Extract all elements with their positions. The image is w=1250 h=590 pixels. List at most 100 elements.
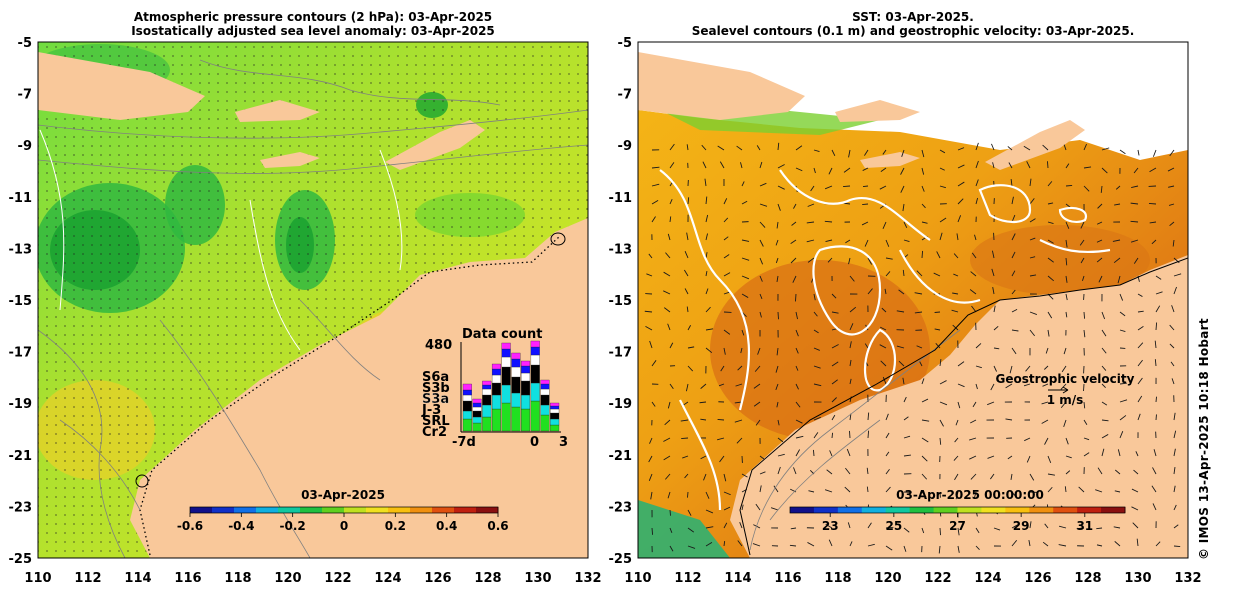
velocity-vector xyxy=(1042,541,1049,547)
velocity-vector xyxy=(776,275,779,283)
velocity-vector xyxy=(651,183,660,187)
velocity-vector xyxy=(970,473,977,480)
velocity-vector xyxy=(1119,415,1127,421)
velocity-vector xyxy=(903,416,909,421)
colorbar-swatch xyxy=(234,507,257,513)
velocity-vector xyxy=(1172,239,1175,247)
velocity-vector xyxy=(723,473,727,482)
velocity-vector xyxy=(680,419,689,422)
velocity-vector xyxy=(921,491,927,498)
velocity-vector xyxy=(957,545,960,553)
velocity-vector xyxy=(882,221,887,230)
velocity-vector xyxy=(705,491,710,499)
velocity-vector xyxy=(1170,361,1175,367)
velocity-vector xyxy=(702,161,707,169)
velocity-vector xyxy=(663,455,671,461)
velocity-vector xyxy=(753,383,761,389)
velocity-vector xyxy=(849,430,851,439)
velocity-vector xyxy=(735,383,743,387)
velocity-vector xyxy=(1047,329,1050,337)
velocity-vector xyxy=(1011,523,1019,529)
velocity-vector xyxy=(902,377,905,385)
velocity-vector xyxy=(773,485,779,493)
colorbar-swatch xyxy=(837,507,863,513)
velocity-vector xyxy=(813,293,816,301)
velocity-vector xyxy=(1011,289,1016,295)
velocity-vector xyxy=(752,543,761,547)
velocity-vector xyxy=(1065,437,1069,445)
velocity-vector xyxy=(826,469,833,475)
colorbar-tick-label: 23 xyxy=(822,519,839,533)
velocity-vector xyxy=(957,164,965,169)
velocity-vector xyxy=(831,149,836,156)
left-white-contours xyxy=(39,129,403,351)
velocity-vector xyxy=(1155,291,1163,295)
velocity-vector xyxy=(1137,342,1144,349)
velocity-vector xyxy=(813,329,819,334)
velocity-vector xyxy=(1011,347,1017,355)
velocity-vector xyxy=(1137,377,1143,385)
colorbar-swatch xyxy=(790,507,815,513)
velocity-vector xyxy=(790,257,797,264)
velocity-vector xyxy=(1024,437,1031,442)
y-tick-label: -23 xyxy=(609,500,633,515)
velocity-vector xyxy=(1148,202,1157,205)
inset-satellite-label: S3b xyxy=(422,381,450,396)
velocity-vector xyxy=(645,325,653,331)
velocity-vector xyxy=(1151,485,1157,493)
velocity-vector xyxy=(975,343,982,349)
velocity-vector xyxy=(1010,179,1013,187)
velocity-vector xyxy=(973,491,977,500)
velocity-vector xyxy=(879,185,887,190)
velocity-vector xyxy=(736,145,743,151)
velocity-vector xyxy=(866,467,869,475)
velocity-vector xyxy=(1026,161,1031,169)
velocity-vector xyxy=(1095,489,1103,493)
velocity-vector xyxy=(775,239,779,246)
velocity-vector xyxy=(669,545,674,552)
velocity-vector xyxy=(1131,488,1139,493)
velocity-vector xyxy=(975,197,979,205)
velocity-vector xyxy=(1042,144,1049,151)
y-tick-label: -13 xyxy=(9,242,33,257)
velocity-vector xyxy=(1029,329,1036,337)
velocity-vector xyxy=(705,196,708,205)
velocity-vector xyxy=(921,149,925,158)
imos-credit: © IMOS 13-Apr-2025 10:18 Hobart xyxy=(1197,318,1211,560)
velocity-vector xyxy=(848,149,851,158)
velocity-vector xyxy=(806,239,815,243)
inset-satellite-label: J-3 xyxy=(421,403,441,418)
velocity-vector xyxy=(954,437,959,443)
velocity-vector xyxy=(1101,401,1108,406)
inset-bar-segment xyxy=(540,404,550,416)
velocity-vector xyxy=(777,164,785,169)
inset-bar-segment xyxy=(462,389,472,396)
right-land-java xyxy=(638,52,805,120)
velocity-vector xyxy=(759,471,766,475)
velocity-vector xyxy=(935,343,941,349)
velocity-vector xyxy=(741,257,750,261)
right-colorbar-ticks: 23 25 27 29 31 xyxy=(822,513,1093,533)
velocity-vector xyxy=(903,454,911,457)
velocity-vector xyxy=(884,288,887,295)
velocity-vector xyxy=(664,419,671,426)
velocity-vector xyxy=(1042,383,1049,387)
velocity-vector xyxy=(970,271,977,277)
inset-bar-segment xyxy=(462,394,472,402)
inset-bar-segment xyxy=(491,363,501,370)
inset-bar-segment xyxy=(472,398,482,404)
velocity-vector xyxy=(705,509,714,514)
velocity-vector xyxy=(879,344,887,349)
velocity-vector xyxy=(914,311,923,314)
velocity-vector xyxy=(795,167,803,172)
velocity-legend-scale: 1 m/s xyxy=(1047,393,1084,407)
velocity-vector xyxy=(741,504,744,511)
velocity-vector xyxy=(849,541,853,547)
velocity-vector xyxy=(795,293,797,302)
velocity-vector xyxy=(687,527,695,533)
velocity-vector xyxy=(992,286,995,295)
velocity-vector xyxy=(831,344,839,349)
right-panel-title: SST: 03-Apr-2025. Sealevel contours (0.1… xyxy=(638,10,1188,38)
left-land-australia xyxy=(130,218,588,558)
velocity-vector xyxy=(957,147,965,151)
